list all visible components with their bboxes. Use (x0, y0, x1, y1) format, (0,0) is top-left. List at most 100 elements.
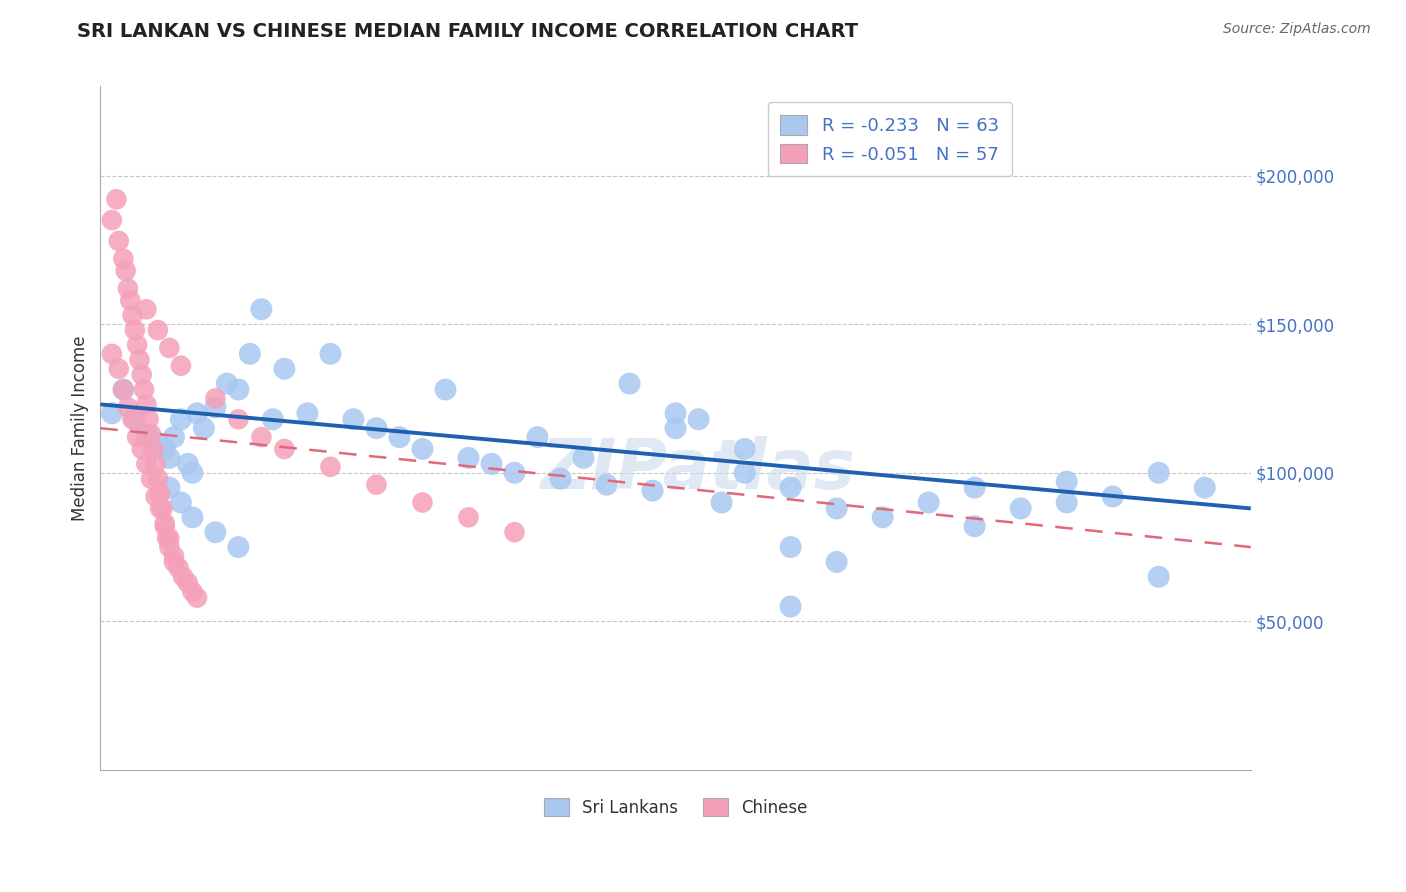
Point (215, 376, 238, 391)
Point (163, 555, 186, 569)
Point (664, 421, 686, 435)
Point (204, 392, 226, 406)
Point (204, 525, 226, 540)
Point (204, 401, 226, 415)
Point (779, 540, 801, 554)
Point (1147, 570, 1170, 584)
Point (825, 501, 848, 516)
Point (366, 421, 388, 435)
Point (112, 252, 135, 266)
Text: Source: ZipAtlas.com: Source: ZipAtlas.com (1223, 22, 1371, 37)
Point (157, 341, 180, 355)
Point (177, 575, 200, 590)
Point (503, 525, 526, 540)
Point (139, 472, 162, 486)
Point (153, 519, 176, 533)
Point (153, 442, 176, 456)
Point (124, 412, 146, 426)
Point (239, 347, 262, 361)
Point (550, 472, 572, 486)
Point (146, 436, 169, 450)
Point (411, 495, 433, 509)
Point (228, 540, 250, 554)
Point (156, 531, 179, 545)
Point (457, 450, 479, 465)
Point (117, 281, 139, 295)
Point (734, 442, 756, 456)
Point (193, 421, 215, 435)
Point (149, 501, 172, 516)
Point (688, 412, 710, 426)
Point (779, 481, 801, 495)
Point (145, 457, 167, 471)
Point (366, 477, 388, 491)
Point (139, 427, 162, 442)
Point (157, 450, 180, 465)
Point (411, 442, 433, 456)
Point (710, 495, 733, 509)
Point (146, 323, 169, 337)
Point (135, 302, 157, 317)
Point (131, 368, 153, 382)
Point (825, 555, 848, 569)
Point (120, 293, 142, 308)
Point (664, 406, 686, 420)
Point (734, 466, 756, 480)
Point (153, 516, 176, 531)
Point (872, 510, 894, 524)
Point (1056, 495, 1078, 509)
Point (112, 383, 135, 397)
Point (172, 570, 194, 584)
Text: ZIPatlas: ZIPatlas (541, 435, 856, 503)
Point (434, 383, 457, 397)
Point (114, 263, 136, 277)
Point (457, 510, 479, 524)
Point (342, 412, 364, 426)
Text: SRI LANKAN VS CHINESE MEDIAN FAMILY INCOME CORRELATION CHART: SRI LANKAN VS CHINESE MEDIAN FAMILY INCO… (77, 22, 859, 41)
Point (181, 584, 204, 599)
Point (1101, 490, 1123, 504)
Point (157, 531, 180, 545)
Y-axis label: Median Family Income: Median Family Income (72, 335, 89, 521)
Point (135, 427, 157, 442)
Point (526, 430, 548, 444)
Point (132, 383, 155, 397)
Point (121, 308, 143, 322)
Point (186, 406, 208, 420)
Point (157, 540, 180, 554)
Point (481, 457, 503, 471)
Point (101, 347, 124, 361)
Point (121, 412, 143, 426)
Point (273, 361, 295, 376)
Point (112, 383, 135, 397)
Point (963, 481, 986, 495)
Point (228, 383, 250, 397)
Point (127, 338, 149, 352)
Point (128, 352, 150, 367)
Point (127, 430, 149, 444)
Point (157, 481, 180, 495)
Point (170, 495, 193, 509)
Point (145, 490, 167, 504)
Point (181, 466, 204, 480)
Point (297, 406, 319, 420)
Point (146, 472, 169, 486)
Point (250, 430, 273, 444)
Point (135, 397, 157, 411)
Point (181, 510, 204, 524)
Point (177, 457, 200, 471)
Point (152, 501, 174, 516)
Point (503, 466, 526, 480)
Point (131, 442, 153, 456)
Point (1194, 481, 1216, 495)
Point (163, 430, 186, 444)
Point (917, 495, 939, 509)
Point (186, 591, 208, 605)
Point (170, 412, 193, 426)
Point (1056, 475, 1078, 489)
Point (619, 376, 641, 391)
Point (107, 234, 129, 248)
Legend: Sri Lankans, Chinese: Sri Lankans, Chinese (537, 791, 814, 823)
Point (1010, 501, 1032, 516)
Point (250, 302, 273, 317)
